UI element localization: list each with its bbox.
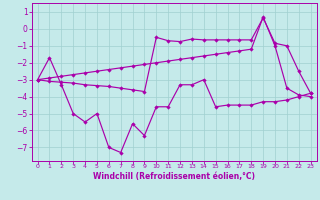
X-axis label: Windchill (Refroidissement éolien,°C): Windchill (Refroidissement éolien,°C): [93, 172, 255, 181]
